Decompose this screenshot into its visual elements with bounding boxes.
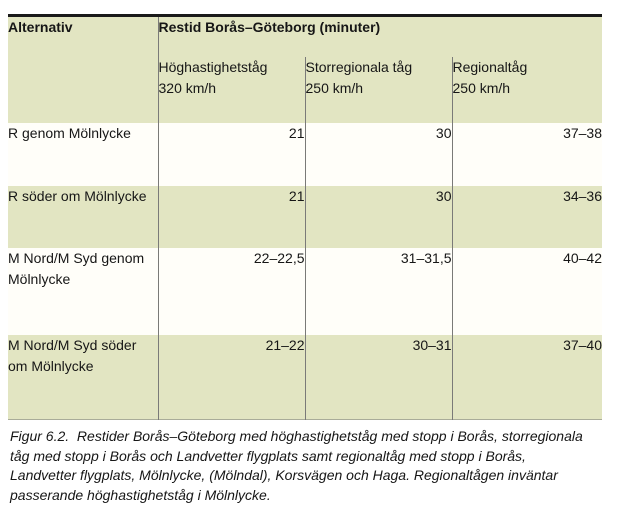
subheader-train-type: Höghastighetståg	[158, 59, 268, 75]
value-cell: 21	[157, 186, 305, 248]
caption-line: Landvetter flygplats, Mölnlycke, (Mölnda…	[10, 467, 558, 483]
subheader-cell-regionaltag: Regionaltåg 250 km/h	[451, 57, 603, 123]
header-cell-alternativ: Alternativ	[8, 15, 158, 123]
subheader-cell-storregionala: Storregionala tåg 250 km/h	[304, 57, 452, 123]
value-cell: 21	[157, 123, 305, 186]
row-label-cell: M Nord/M Syd söder om Mölnlycke	[8, 335, 158, 420]
value-cell: 30–31	[304, 335, 452, 420]
value-cell: 40–42	[451, 248, 603, 335]
row-label-cell: M Nord/M Syd genom Mölnlycke	[8, 248, 158, 335]
row-label-cell: R genom Mölnlycke	[8, 123, 158, 186]
table-row: R genom Mölnlycke 21 30 37–38	[8, 123, 603, 186]
table-row: M Nord/M Syd genom Mölnlycke 22–22,5 31–…	[8, 248, 603, 335]
header-cell-restid: Restid Borås–Göteborg (minuter)	[157, 15, 603, 57]
subheader-speed: 250 km/h	[305, 80, 364, 96]
subheader-cell-hoghastighetstag: Höghastighetståg 320 km/h	[157, 57, 305, 123]
value-cell: 37–38	[451, 123, 603, 186]
value-cell: 21–22	[157, 335, 305, 420]
row-label-cell: R söder om Mölnlycke	[8, 186, 158, 248]
caption-line: passerande höghastighetståg i Mölnlycke.	[10, 486, 271, 503]
value-cell: 30	[304, 186, 452, 248]
table-row: R söder om Mölnlycke 21 30 34–36	[8, 186, 603, 248]
table-row: M Nord/M Syd söder om Mölnlycke 21–22 30…	[8, 335, 603, 420]
figure-caption: Figur 6.2. Restider Borås–Göteborg med h…	[10, 427, 616, 505]
subheader-train-type: Storregionala tåg	[305, 59, 413, 75]
figure-table-wrap: Alternativ Restid Borås–Göteborg (minute…	[8, 14, 603, 420]
travel-time-table: Alternativ Restid Borås–Göteborg (minute…	[8, 14, 603, 420]
subheader-speed: 250 km/h	[452, 80, 511, 96]
value-cell: 30	[304, 123, 452, 186]
value-cell: 31–31,5	[304, 248, 452, 335]
value-cell: 37–40	[451, 335, 603, 420]
subheader-train-type: Regionaltåg	[452, 59, 528, 75]
value-cell: 22–22,5	[157, 248, 305, 335]
caption-line: Figur 6.2. Restider Borås–Göteborg med h…	[10, 428, 583, 444]
value-cell: 34–36	[451, 186, 603, 248]
subheader-speed: 320 km/h	[158, 80, 217, 96]
caption-line: tåg med stopp i Borås och Landvetter fly…	[10, 447, 526, 464]
